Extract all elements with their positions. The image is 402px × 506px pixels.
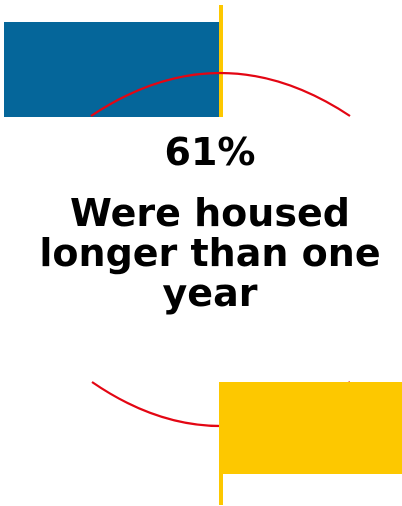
stat-percentage: 61%: [0, 128, 402, 176]
stat-label-line-2: longer than one: [0, 233, 402, 273]
blue-block: [4, 22, 219, 117]
yellow-block: [219, 382, 402, 474]
stat-label-line-3: year: [0, 273, 402, 313]
top-divider-line: [219, 5, 223, 117]
bottom-divider-line: [219, 382, 223, 505]
stat-label: Were housed longer than one year: [0, 193, 402, 313]
stat-label-line-1: Were housed: [0, 193, 402, 233]
